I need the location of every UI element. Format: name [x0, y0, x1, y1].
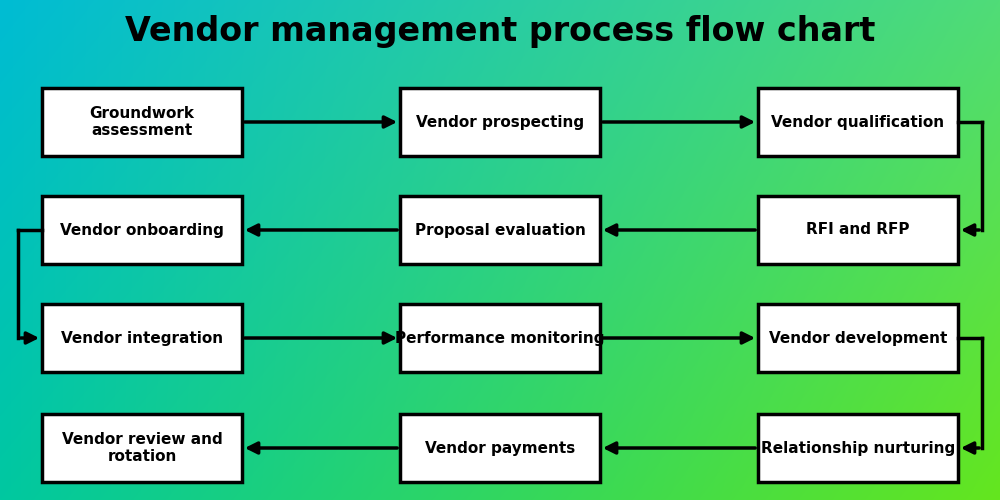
Text: Vendor integration: Vendor integration: [61, 330, 223, 345]
FancyBboxPatch shape: [758, 88, 958, 156]
Text: Vendor management process flow chart: Vendor management process flow chart: [125, 16, 875, 48]
Text: Vendor payments: Vendor payments: [425, 440, 575, 456]
FancyBboxPatch shape: [758, 304, 958, 372]
Text: Vendor onboarding: Vendor onboarding: [60, 222, 224, 238]
Text: Performance monitoring: Performance monitoring: [395, 330, 605, 345]
Text: RFI and RFP: RFI and RFP: [806, 222, 910, 238]
FancyBboxPatch shape: [758, 196, 958, 264]
FancyBboxPatch shape: [400, 414, 600, 482]
Text: Vendor qualification: Vendor qualification: [771, 114, 945, 130]
FancyBboxPatch shape: [42, 414, 242, 482]
FancyBboxPatch shape: [42, 196, 242, 264]
FancyBboxPatch shape: [400, 196, 600, 264]
FancyBboxPatch shape: [400, 304, 600, 372]
Text: Relationship nurturing: Relationship nurturing: [761, 440, 955, 456]
FancyBboxPatch shape: [42, 304, 242, 372]
FancyBboxPatch shape: [400, 88, 600, 156]
Text: Vendor prospecting: Vendor prospecting: [416, 114, 584, 130]
Text: Vendor development: Vendor development: [769, 330, 947, 345]
FancyBboxPatch shape: [42, 88, 242, 156]
Text: Vendor review and
rotation: Vendor review and rotation: [62, 432, 222, 464]
Text: Groundwork
assessment: Groundwork assessment: [90, 106, 194, 138]
Text: Proposal evaluation: Proposal evaluation: [415, 222, 585, 238]
FancyBboxPatch shape: [758, 414, 958, 482]
